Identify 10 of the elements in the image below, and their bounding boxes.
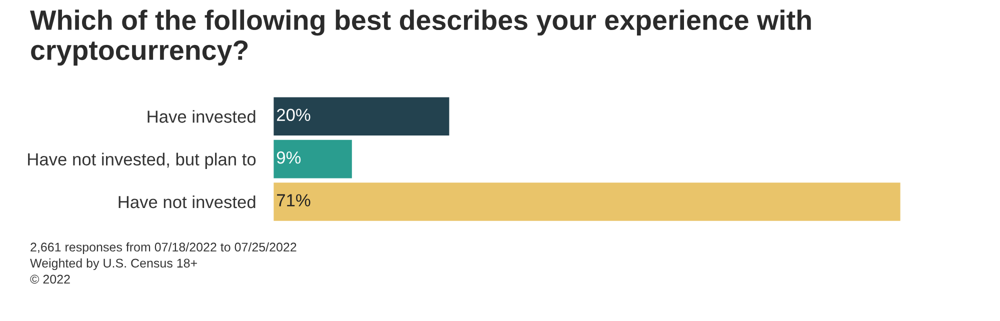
text: 2,661 responses from 07/18/2022 to 07/25/2022	[30, 242, 296, 254]
y-tick-label: Have not invested	[118, 195, 256, 208]
y-tick-label: Have invested	[148, 110, 256, 123]
text: Weighted by U.S. Census 18+	[30, 258, 197, 270]
data-label: 71%	[277, 194, 310, 206]
text: © 2022	[30, 274, 70, 284]
data-label: 20%	[277, 108, 310, 122]
data-label: 9%	[276, 151, 301, 164]
chart-title: Which of the following best describes your experience with cryptocurrency?	[30, 10, 811, 66]
y-tick-label: Have not invested, but plan to	[28, 152, 256, 169]
